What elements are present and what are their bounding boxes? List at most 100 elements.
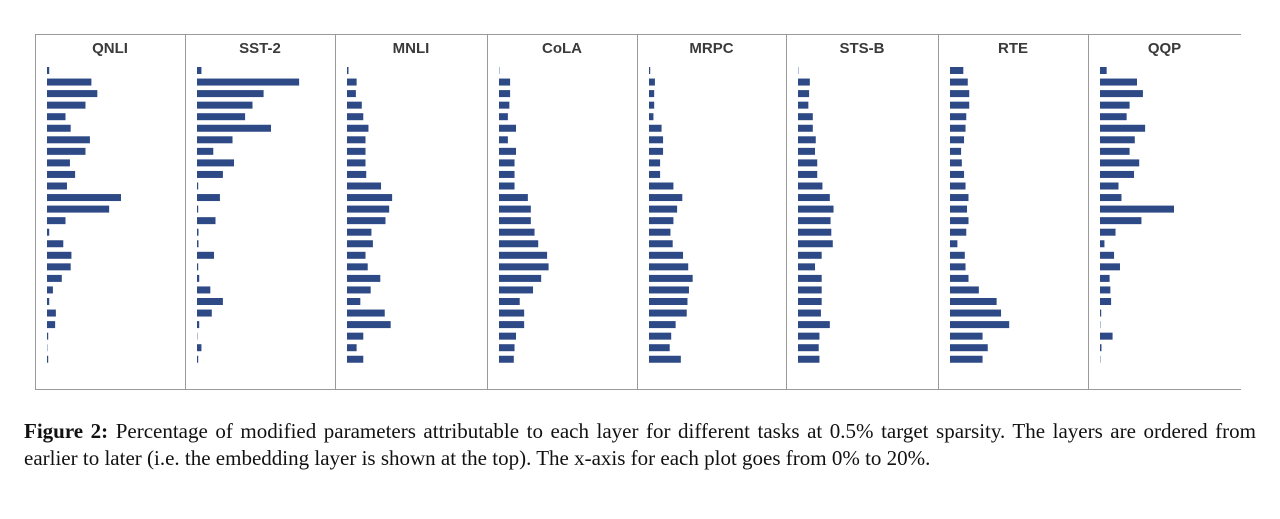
layer-bar	[499, 194, 528, 202]
layer-bar	[347, 101, 362, 109]
panel-qqp: QQP	[1088, 34, 1241, 390]
layer-bar	[347, 228, 372, 236]
layer-bar	[798, 90, 810, 98]
layer-bar	[649, 251, 684, 259]
layer-bar	[1100, 286, 1111, 294]
layer-bar	[798, 147, 816, 155]
layer-bar	[197, 263, 199, 271]
layer-bar	[950, 321, 1010, 329]
panel-title: QNLI	[92, 40, 128, 57]
layer-bar	[649, 286, 689, 294]
layer-bar	[1100, 147, 1130, 155]
layer-bar	[499, 67, 500, 74]
layer-bar	[649, 113, 654, 121]
layer-bar	[1100, 182, 1119, 190]
panel-rte: RTE	[938, 34, 1089, 390]
layer-bar	[347, 147, 366, 155]
layer-bar	[649, 90, 655, 98]
layer-bar	[1100, 170, 1135, 178]
layer-bar	[347, 78, 357, 86]
layer-bar	[649, 124, 662, 132]
panel-title: MNLI	[393, 40, 430, 57]
layer-bar	[1100, 101, 1130, 109]
layer-bar	[499, 78, 511, 86]
layer-bar	[1100, 263, 1120, 271]
layer-bar	[347, 286, 371, 294]
layer-bar	[798, 78, 810, 86]
layer-bar	[47, 298, 50, 305]
panel-mnli: MNLI	[335, 34, 488, 390]
layer-bar	[950, 228, 967, 236]
layer-bar	[47, 136, 90, 144]
layer-bar	[197, 309, 212, 317]
layer-bar	[499, 332, 517, 340]
panel-cola: CoLA	[487, 34, 638, 390]
panel-title: CoLA	[542, 40, 582, 57]
layer-bar	[499, 274, 542, 282]
layer-bar	[649, 182, 674, 190]
layer-bar	[47, 228, 50, 236]
layer-bar	[798, 124, 813, 132]
layer-bar	[798, 67, 799, 74]
layer-bar	[47, 182, 67, 190]
layer-bar	[649, 194, 683, 202]
layer-bar	[499, 309, 525, 317]
chart-svg: QNLI SST-2 MNLI CoLA MRPC STS-B RTE QQP	[35, 34, 1241, 390]
layer-bar	[197, 217, 216, 225]
layer-bar	[197, 240, 199, 248]
layer-bar	[347, 298, 361, 305]
layer-bar	[649, 274, 693, 282]
layer-bar	[649, 263, 689, 271]
layer-bar	[47, 67, 50, 74]
layer-bar	[798, 332, 820, 340]
layer-bar	[347, 194, 393, 202]
layer-bar	[47, 355, 49, 363]
layer-bar	[950, 344, 988, 352]
layer-bar	[197, 67, 202, 74]
layer-bar	[798, 159, 818, 167]
layer-bar	[649, 355, 681, 363]
layer-bar	[347, 309, 385, 317]
layer-bar	[197, 205, 199, 213]
layer-bar	[197, 321, 200, 329]
layer-bar	[499, 240, 539, 248]
layer-bar	[47, 217, 66, 225]
layer-bar	[347, 344, 357, 352]
layer-bar	[649, 159, 661, 167]
caption-text: Percentage of modified parameters attrib…	[24, 419, 1256, 470]
layer-bar	[1100, 136, 1135, 144]
layer-bar	[950, 194, 969, 202]
panel-sts-b: STS-B	[786, 34, 939, 390]
layer-bar	[197, 228, 199, 236]
layer-bar	[950, 67, 964, 74]
layer-bar	[197, 78, 300, 86]
layer-bar	[499, 124, 517, 132]
layer-bar	[649, 298, 688, 305]
layer-bar	[649, 147, 664, 155]
layer-bar	[798, 205, 834, 213]
layer-bar	[798, 113, 813, 121]
layer-bar	[347, 90, 356, 98]
layer-bar	[499, 263, 549, 271]
layer-bar	[47, 90, 98, 98]
layer-bar	[347, 113, 364, 121]
layer-bar	[950, 205, 968, 213]
layer-bar	[197, 113, 246, 121]
layer-bar	[47, 124, 71, 132]
layer-bar	[47, 332, 49, 340]
layer-bar	[347, 217, 386, 225]
layer-bar	[950, 124, 966, 132]
panel-qnli: QNLI	[35, 34, 186, 390]
layer-bar	[950, 78, 968, 86]
layer-bar	[197, 355, 199, 363]
layer-bar	[950, 251, 965, 259]
layer-bar	[47, 251, 72, 259]
layer-bar	[499, 170, 515, 178]
layer-bar	[950, 182, 966, 190]
layer-bar	[197, 90, 264, 98]
layer-bar	[950, 263, 966, 271]
layer-bar	[47, 101, 86, 109]
layer-bar	[499, 298, 520, 305]
panel-title: RTE	[998, 40, 1028, 57]
layer-bar	[47, 194, 121, 202]
